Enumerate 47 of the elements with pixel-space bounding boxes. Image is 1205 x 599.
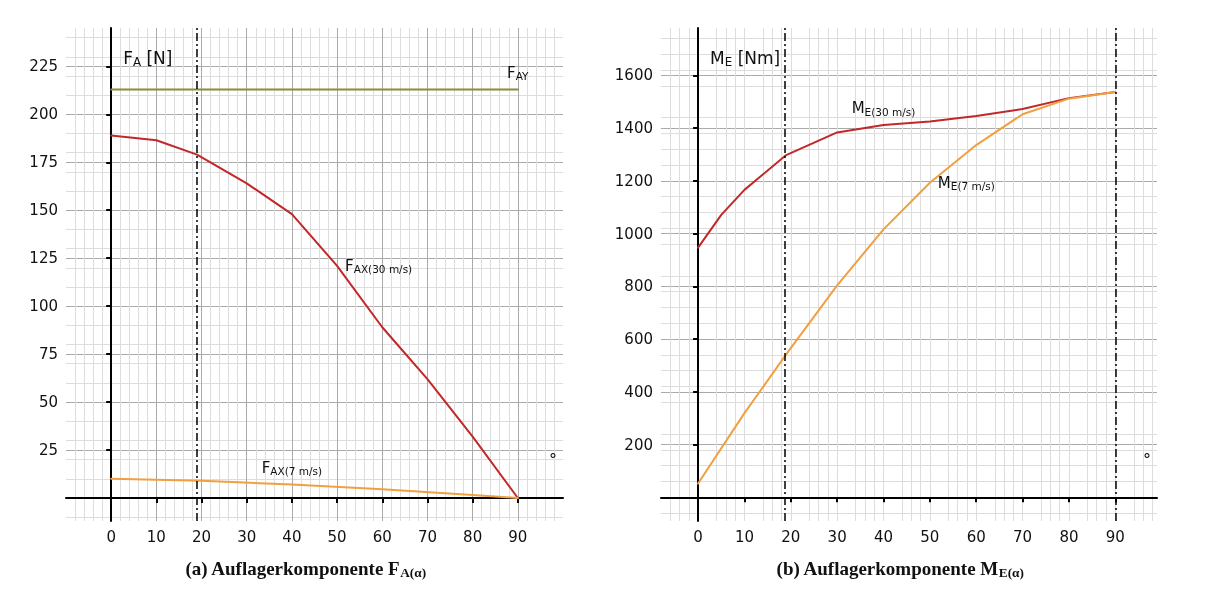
x-tick-label: 80 (1059, 527, 1079, 546)
series-label: FAX(30 m/s) (345, 256, 413, 276)
y-tick-label: 1400 (614, 119, 653, 138)
y-tick-label: 125 (29, 249, 58, 268)
x-tick-label: 50 (920, 527, 940, 546)
line-series (697, 91, 1117, 485)
y-tick-label: 75 (38, 345, 58, 364)
x-tick-label: 10 (734, 527, 754, 546)
series-label: ME(30 m/s) (851, 99, 916, 118)
x-tick-label: 70 (1013, 527, 1033, 546)
x-tick-label: 30 (237, 527, 257, 546)
x-tick-label: 90 (1105, 527, 1125, 546)
x-tick-label: 70 (417, 527, 437, 546)
x-axis-title: ° (549, 450, 557, 470)
y-tick-label: 600 (624, 330, 653, 349)
x-tick-label: 50 (327, 527, 347, 546)
y-tick-label: 25 (38, 441, 58, 460)
y-tick-label: 200 (29, 105, 58, 124)
line-series (110, 134, 519, 499)
x-tick-label: 60 (372, 527, 392, 546)
y-tick-label: 100 (29, 297, 58, 316)
x-tick-label: 0 (693, 527, 703, 546)
y-tick-label: 50 (38, 393, 58, 412)
series-label: FAY (507, 63, 530, 82)
y-tick-label: 1600 (614, 66, 653, 85)
line-series (110, 477, 519, 499)
x-tick-label: 0 (106, 527, 116, 546)
x-tick-label: 20 (192, 527, 212, 546)
x-tick-label: 30 (827, 527, 847, 546)
y-tick-label: 1200 (614, 171, 653, 190)
y-tick-label: 225 (29, 57, 58, 76)
y-tick-label: 175 (29, 153, 58, 172)
series-label: FAX(7 m/s) (261, 458, 323, 478)
x-tick-label: 80 (463, 527, 483, 546)
x-tick-label: 40 (873, 527, 894, 546)
y-tick-label: 400 (624, 382, 653, 401)
x-tick-label: 40 (282, 527, 302, 546)
y-tick-label: 200 (624, 435, 653, 454)
y-tick-label: 800 (624, 277, 653, 296)
y-tick-label: 150 (29, 201, 58, 220)
x-axis-title: ° (1143, 449, 1151, 469)
x-tick-label: 20 (781, 527, 801, 546)
y-tick-label: 1000 (614, 224, 653, 243)
x-tick-label: 10 (146, 527, 166, 546)
series-label: ME(7 m/s) (937, 173, 995, 193)
x-tick-label: 60 (966, 527, 986, 546)
x-tick-label: 90 (508, 527, 528, 546)
